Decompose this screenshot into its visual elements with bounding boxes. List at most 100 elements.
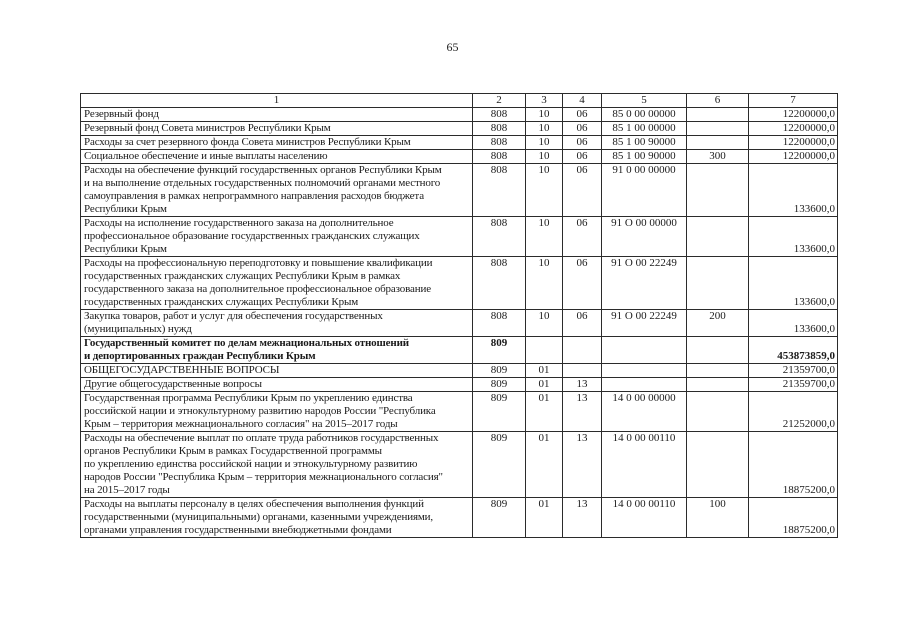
code-expense-type bbox=[686, 363, 749, 378]
code-section: 01 bbox=[525, 377, 563, 392]
row-amount: 12200000,0 bbox=[748, 135, 838, 150]
code-grbs: 808 bbox=[472, 216, 526, 257]
code-target-article bbox=[601, 363, 687, 378]
code-grbs: 809 bbox=[472, 431, 526, 498]
row-label: Расходы на обеспечение функций государст… bbox=[80, 163, 473, 217]
code-expense-type: 200 bbox=[686, 309, 749, 337]
code-expense-type bbox=[686, 216, 749, 257]
row-amount: 133600,0 bbox=[748, 216, 838, 257]
code-grbs: 808 bbox=[472, 107, 526, 122]
code-section: 01 bbox=[525, 391, 563, 432]
row-amount: 21359700,0 bbox=[748, 363, 838, 378]
code-section bbox=[525, 336, 563, 364]
table-row: Социальное обеспечение и иные выплаты на… bbox=[80, 149, 838, 164]
row-label: Расходы на выплаты персоналу в целях обе… bbox=[80, 497, 473, 538]
table-row: Расходы за счет резервного фонда Совета … bbox=[80, 135, 838, 150]
row-label: Государственный комитет по делам межнаци… bbox=[80, 336, 473, 364]
code-grbs: 809 bbox=[472, 377, 526, 392]
code-target-article: 85 1 00 90000 bbox=[601, 149, 687, 164]
code-subsection: 06 bbox=[562, 107, 602, 122]
row-amount: 133600,0 bbox=[748, 256, 838, 310]
code-target-article: 85 1 00 90000 bbox=[601, 135, 687, 150]
code-expense-type bbox=[686, 121, 749, 136]
code-section: 10 bbox=[525, 135, 563, 150]
row-label: Расходы на обеспечение выплат по оплате … bbox=[80, 431, 473, 498]
row-label: Социальное обеспечение и иные выплаты на… bbox=[80, 149, 473, 164]
row-amount: 12200000,0 bbox=[748, 107, 838, 122]
code-grbs: 808 bbox=[472, 135, 526, 150]
code-section: 10 bbox=[525, 216, 563, 257]
row-amount: 21252000,0 bbox=[748, 391, 838, 432]
code-subsection bbox=[562, 336, 602, 364]
code-expense-type bbox=[686, 336, 749, 364]
code-section: 10 bbox=[525, 309, 563, 337]
code-target-article: 14 0 00 00110 bbox=[601, 431, 687, 498]
code-target-article bbox=[601, 377, 687, 392]
code-subsection bbox=[562, 363, 602, 378]
code-grbs: 809 bbox=[472, 497, 526, 538]
table-body: Резервный фонд 808 10 06 85 0 00 00000 122000… bbox=[80, 107, 838, 538]
code-expense-type bbox=[686, 256, 749, 310]
row-label: ОБЩЕГОСУДАРСТВЕННЫЕ ВОПРОСЫ bbox=[80, 363, 473, 378]
column-header: 5 bbox=[601, 93, 687, 108]
table-row: Расходы на обеспечение функций государст… bbox=[80, 163, 838, 217]
code-target-article: 91 О 00 22249 bbox=[601, 309, 687, 337]
code-grbs: 808 bbox=[472, 256, 526, 310]
code-expense-type bbox=[686, 377, 749, 392]
column-header: 1 bbox=[80, 93, 473, 108]
code-target-article bbox=[601, 336, 687, 364]
row-label: Другие общегосударственные вопросы bbox=[80, 377, 473, 392]
row-label: Резервный фонд Совета министров Республи… bbox=[80, 121, 473, 136]
code-target-article: 85 1 00 00000 bbox=[601, 121, 687, 136]
row-amount: 453873859,0 bbox=[748, 336, 838, 364]
code-expense-type bbox=[686, 431, 749, 498]
code-target-article: 85 0 00 00000 bbox=[601, 107, 687, 122]
row-label: Расходы на исполнение государственного з… bbox=[80, 216, 473, 257]
table-row: Государственный комитет по делам межнаци… bbox=[80, 336, 838, 364]
code-subsection: 13 bbox=[562, 377, 602, 392]
row-amount: 21359700,0 bbox=[748, 377, 838, 392]
column-header: 2 bbox=[472, 93, 526, 108]
code-section: 01 bbox=[525, 497, 563, 538]
row-amount: 12200000,0 bbox=[748, 121, 838, 136]
code-section: 01 bbox=[525, 363, 563, 378]
code-expense-type: 100 bbox=[686, 497, 749, 538]
table-row: Расходы на исполнение государственного з… bbox=[80, 216, 838, 257]
code-subsection: 13 bbox=[562, 391, 602, 432]
row-label: Расходы на профессиональную переподготов… bbox=[80, 256, 473, 310]
row-label: Государственная программа Республики Кры… bbox=[80, 391, 473, 432]
code-grbs: 808 bbox=[472, 121, 526, 136]
code-section: 10 bbox=[525, 121, 563, 136]
table-row: Резервный фонд 808 10 06 85 0 00 00000 122000… bbox=[80, 107, 838, 122]
code-target-article: 91 О 00 22249 bbox=[601, 256, 687, 310]
code-subsection: 06 bbox=[562, 163, 602, 217]
row-amount: 12200000,0 bbox=[748, 149, 838, 164]
table-row: Другие общегосударственные вопросы 809 01 1… bbox=[80, 377, 838, 392]
code-section: 10 bbox=[525, 107, 563, 122]
code-expense-type bbox=[686, 135, 749, 150]
code-subsection: 06 bbox=[562, 149, 602, 164]
code-grbs: 808 bbox=[472, 163, 526, 217]
column-header: 3 bbox=[525, 93, 563, 108]
code-subsection: 06 bbox=[562, 121, 602, 136]
table-row: Государственная программа Республики Кры… bbox=[80, 391, 838, 432]
code-grbs: 809 bbox=[472, 363, 526, 378]
row-label: Резервный фонд bbox=[80, 107, 473, 122]
code-section: 10 bbox=[525, 163, 563, 217]
code-grbs: 808 bbox=[472, 149, 526, 164]
code-expense-type: 300 bbox=[686, 149, 749, 164]
row-label: Закупка товаров, работ и услуг для обесп… bbox=[80, 309, 473, 337]
table-row: Расходы на обеспечение выплат по оплате … bbox=[80, 431, 838, 498]
page-number: 65 bbox=[446, 40, 459, 54]
code-target-article: 91 О 00 00000 bbox=[601, 216, 687, 257]
code-target-article: 91 0 00 00000 bbox=[601, 163, 687, 217]
row-amount: 18875200,0 bbox=[748, 431, 838, 498]
code-grbs: 809 bbox=[472, 391, 526, 432]
row-amount: 133600,0 bbox=[748, 163, 838, 217]
code-subsection: 06 bbox=[562, 256, 602, 310]
column-header: 4 bbox=[562, 93, 602, 108]
code-subsection: 06 bbox=[562, 309, 602, 337]
code-expense-type bbox=[686, 391, 749, 432]
table-row: Расходы на выплаты персоналу в целях обе… bbox=[80, 497, 838, 538]
